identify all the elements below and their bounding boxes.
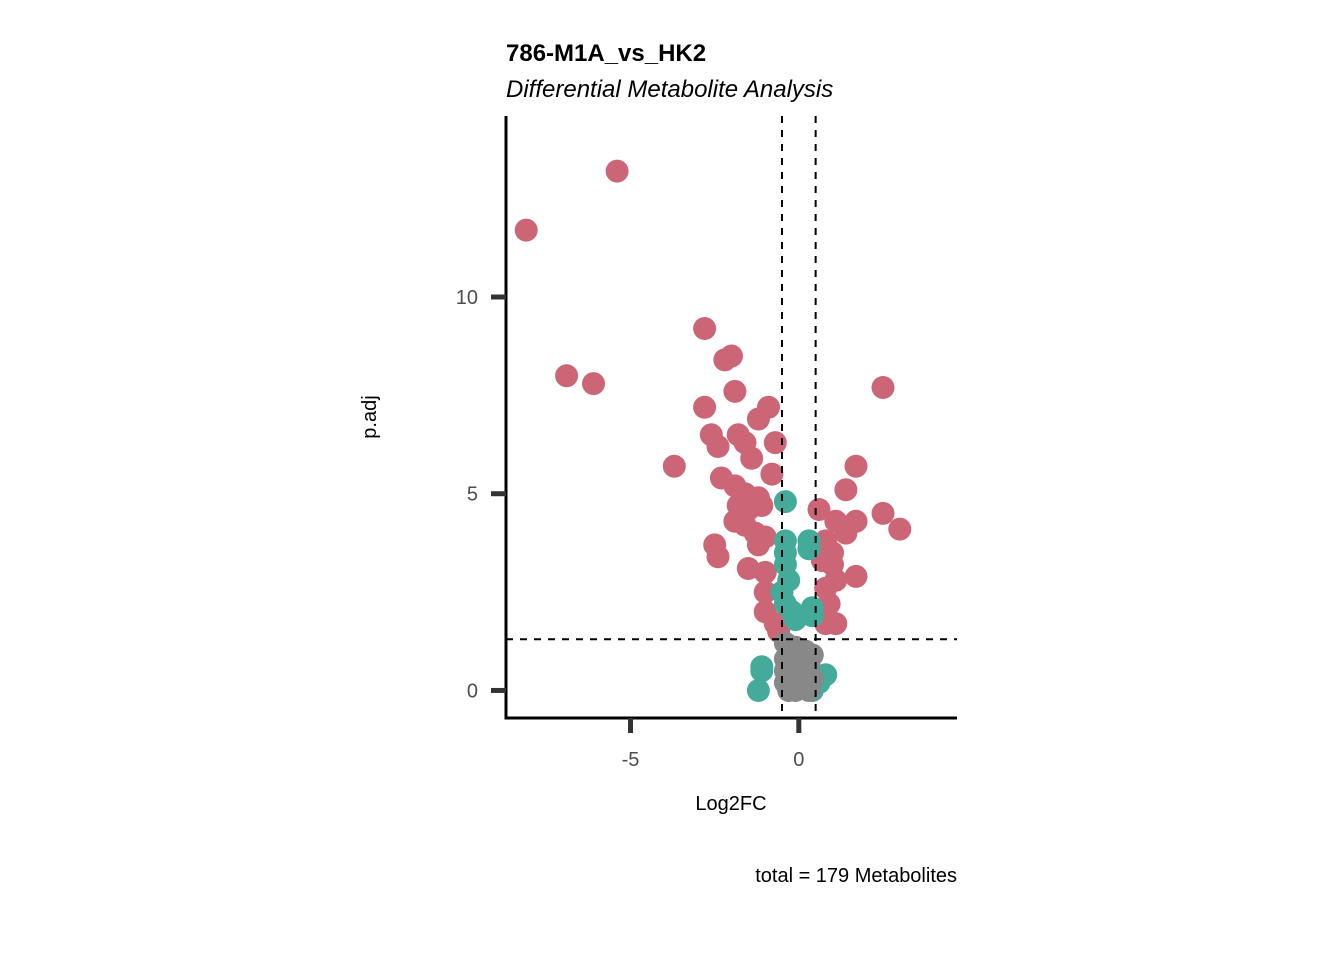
y-axis-title: p.adj bbox=[359, 395, 381, 438]
point-significant-16 bbox=[740, 446, 764, 470]
y-tick-label-2: 10 bbox=[456, 287, 478, 309]
point-significant-25 bbox=[750, 494, 774, 517]
point-significant-7 bbox=[723, 379, 747, 403]
caption: total = 179 Metabolites bbox=[755, 865, 957, 887]
point-significant-39 bbox=[871, 376, 895, 399]
point-significant-1 bbox=[514, 218, 538, 242]
point-p-only-12 bbox=[800, 604, 824, 628]
point-significant-52 bbox=[844, 564, 868, 588]
axes: -5 0 0 5 10 bbox=[456, 116, 957, 771]
point-significant-2 bbox=[555, 364, 579, 388]
point-significant-40 bbox=[844, 454, 868, 478]
threshold-lines bbox=[506, 116, 957, 718]
point-significant-3 bbox=[582, 372, 605, 396]
point-significant-35 bbox=[753, 580, 777, 604]
x-tick-label-1: 0 bbox=[793, 749, 804, 771]
x-axis-title: Log2FC bbox=[695, 793, 766, 815]
point-significant-41 bbox=[834, 478, 858, 502]
point-significant-0 bbox=[605, 159, 629, 183]
point-significant-42 bbox=[807, 498, 831, 521]
point-significant-34 bbox=[753, 560, 777, 584]
point-significant-32 bbox=[706, 545, 730, 569]
point-significant-30 bbox=[746, 533, 770, 557]
x-tick-label-0: -5 bbox=[622, 749, 640, 771]
point-significant-4 bbox=[693, 317, 717, 340]
point-significant-18 bbox=[760, 462, 784, 486]
y-tick-label-1: 5 bbox=[467, 484, 478, 506]
y-tick-label-0: 0 bbox=[467, 680, 478, 702]
point-significant-17 bbox=[763, 431, 787, 455]
point-p-only-15 bbox=[746, 679, 770, 702]
point-significant-13 bbox=[706, 435, 730, 458]
point-significant-10 bbox=[746, 407, 770, 431]
point-significant-11 bbox=[662, 454, 686, 478]
point-p-only-0 bbox=[773, 490, 797, 514]
point-significant-47 bbox=[834, 521, 858, 545]
point-significant-8 bbox=[693, 395, 717, 419]
point-not-significant-24 bbox=[783, 667, 807, 691]
point-significant-44 bbox=[888, 517, 912, 541]
chart-title: 786-M1A_vs_HK2 bbox=[506, 40, 706, 67]
point-p-only-10 bbox=[797, 537, 821, 561]
chart-subtitle: Differential Metabolite Analysis bbox=[506, 76, 833, 103]
point-p-only-14 bbox=[750, 659, 774, 683]
point-significant-43 bbox=[871, 501, 895, 525]
data-points bbox=[514, 159, 912, 702]
point-significant-6 bbox=[713, 348, 737, 372]
